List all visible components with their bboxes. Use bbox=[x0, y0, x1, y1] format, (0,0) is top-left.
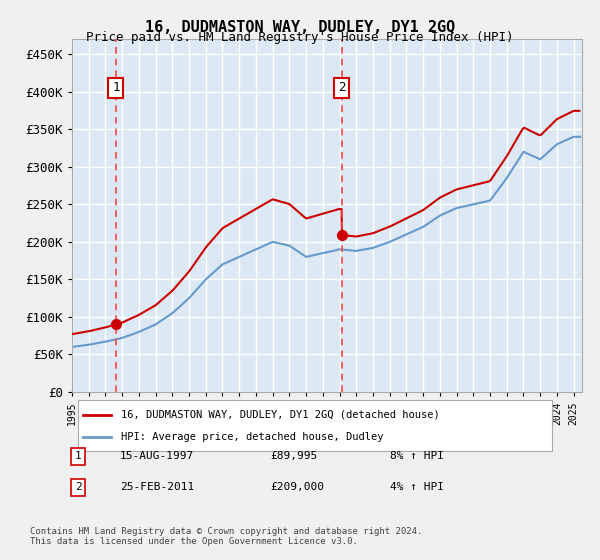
Text: 8% ↑ HPI: 8% ↑ HPI bbox=[390, 451, 444, 461]
Text: 16, DUDMASTON WAY, DUDLEY, DY1 2GQ (detached house): 16, DUDMASTON WAY, DUDLEY, DY1 2GQ (deta… bbox=[121, 409, 439, 419]
Text: 1: 1 bbox=[74, 451, 82, 461]
Text: 2: 2 bbox=[74, 482, 82, 492]
Text: 1: 1 bbox=[112, 82, 119, 95]
Text: 15-AUG-1997: 15-AUG-1997 bbox=[120, 451, 194, 461]
Text: 25-FEB-2011: 25-FEB-2011 bbox=[120, 482, 194, 492]
Text: £89,995: £89,995 bbox=[270, 451, 317, 461]
Text: 16, DUDMASTON WAY, DUDLEY, DY1 2GQ: 16, DUDMASTON WAY, DUDLEY, DY1 2GQ bbox=[145, 20, 455, 35]
Text: 2: 2 bbox=[338, 82, 346, 95]
Text: Contains HM Land Registry data © Crown copyright and database right 2024.
This d: Contains HM Land Registry data © Crown c… bbox=[30, 526, 422, 546]
Text: HPI: Average price, detached house, Dudley: HPI: Average price, detached house, Dudl… bbox=[121, 432, 383, 442]
Text: 4% ↑ HPI: 4% ↑ HPI bbox=[390, 482, 444, 492]
Text: £209,000: £209,000 bbox=[270, 482, 324, 492]
Text: Price paid vs. HM Land Registry's House Price Index (HPI): Price paid vs. HM Land Registry's House … bbox=[86, 31, 514, 44]
